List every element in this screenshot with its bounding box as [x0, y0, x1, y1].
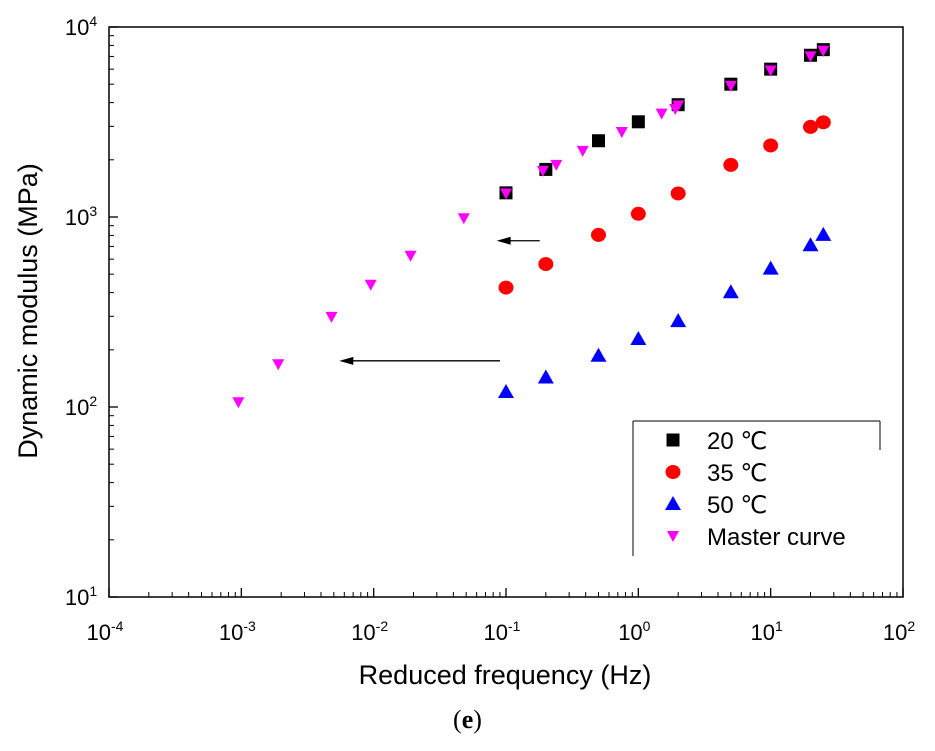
series-4 — [232, 45, 830, 409]
data-point — [232, 397, 245, 409]
data-point — [500, 188, 512, 200]
data-point — [722, 284, 739, 299]
legend-label: 35 ℃ — [707, 460, 767, 487]
data-point — [550, 159, 563, 171]
x-tick-label: 10-2 — [351, 618, 388, 645]
y-tick-label: 101 — [65, 583, 97, 610]
arrow-head — [496, 236, 511, 245]
arrow-annotations — [339, 236, 540, 365]
x-tick-label: 10-3 — [219, 618, 256, 645]
data-point — [498, 280, 514, 295]
data-series — [232, 43, 832, 409]
data-point — [498, 383, 514, 398]
data-point — [672, 100, 685, 112]
data-point — [630, 330, 647, 345]
legend-label: Master curve — [707, 524, 846, 551]
series-3 — [498, 226, 832, 398]
data-point — [272, 359, 285, 371]
data-point — [655, 108, 668, 120]
data-point — [815, 115, 831, 130]
data-point — [762, 260, 779, 275]
legend-label: 20 ℃ — [707, 428, 767, 455]
data-point — [815, 226, 832, 241]
y-tick-label: 102 — [65, 393, 97, 420]
plot-frame — [108, 26, 904, 598]
x-tick-label: 100 — [618, 618, 650, 645]
data-point — [670, 186, 686, 201]
data-point — [537, 369, 554, 384]
data-point — [536, 165, 549, 177]
data-point — [670, 313, 687, 328]
y-axis-label: Dynamic modulus (MPa) — [13, 163, 43, 459]
data-point — [591, 134, 605, 148]
data-point — [364, 279, 377, 291]
data-point — [631, 115, 645, 129]
data-point — [763, 138, 779, 153]
panel-label: (e) — [453, 705, 482, 734]
data-point — [576, 145, 589, 157]
x-axis: 10-4 10-3 10-2 10-1 100 101 102 — [87, 588, 915, 645]
data-point — [615, 127, 628, 139]
y-axis: 101 102 103 104 — [65, 13, 118, 610]
data-point — [590, 347, 607, 362]
data-point — [817, 45, 830, 57]
series-2 — [498, 115, 831, 295]
legend-marker — [665, 465, 681, 479]
data-point — [630, 206, 646, 221]
plot-border — [108, 26, 904, 598]
legend-label: 50 ℃ — [707, 492, 767, 519]
series-1 — [499, 43, 830, 200]
y-tick-label: 103 — [65, 203, 97, 230]
arrow-head — [339, 356, 354, 365]
data-point — [724, 80, 737, 92]
data-point — [325, 311, 338, 323]
data-point — [803, 119, 819, 134]
x-tick-label: 10-4 — [87, 618, 124, 645]
data-point — [723, 157, 739, 172]
x-tick-label: 10-1 — [484, 618, 521, 645]
data-point — [804, 51, 817, 63]
x-tick-label: 101 — [751, 618, 783, 645]
data-point — [404, 250, 417, 262]
data-point — [457, 213, 470, 225]
legend-marker — [666, 433, 680, 447]
x-axis-label: Reduced frequency (Hz) — [359, 660, 652, 690]
data-point — [802, 237, 819, 252]
legend: 20 ℃ 35 ℃ 50 ℃ Master curve — [632, 420, 881, 556]
legend-marker — [667, 531, 679, 542]
x-tick-label: 102 — [883, 618, 915, 645]
data-point — [538, 257, 554, 272]
data-point — [764, 65, 777, 77]
y-tick-label: 104 — [65, 13, 97, 40]
data-point — [590, 227, 606, 242]
legend-marker — [665, 496, 681, 510]
